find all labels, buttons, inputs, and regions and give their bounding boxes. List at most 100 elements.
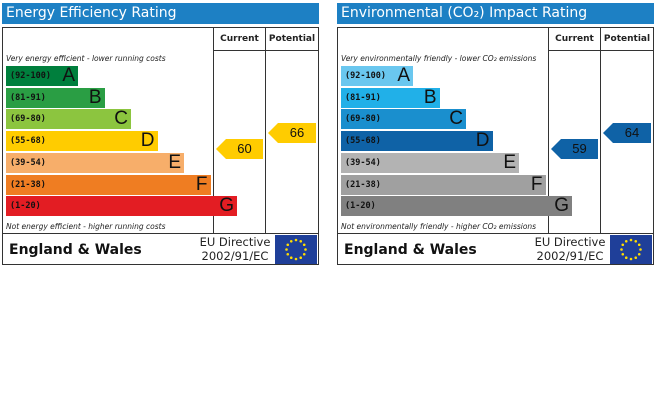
band-g: (1-20) G <box>6 195 237 217</box>
bottom-note: Not environmentally friendly - higher CO… <box>341 222 537 231</box>
band-b: (81-91) B <box>341 86 440 108</box>
column-header-current: Current <box>555 34 594 44</box>
eu-flag-icon <box>275 235 317 264</box>
band-a: (92-100) A <box>6 66 78 86</box>
potential-rating-arrow <box>603 123 651 144</box>
bottom-note: Not energy efficient - higher running co… <box>6 222 166 231</box>
band-range: (39-54) <box>345 157 381 168</box>
band-range: (21-38) <box>345 179 381 190</box>
band-range: (69-80) <box>10 114 46 125</box>
band-letter: B <box>423 86 437 108</box>
panel-title: Environmental (CO₂) Impact Rating <box>337 3 654 24</box>
current-rating-value: 59 <box>572 141 587 157</box>
current-rating-arrow-shape <box>216 139 263 160</box>
environmental-impact-panel: Environmental (CO₂) Impact Rating Curren… <box>337 3 654 265</box>
flag-star <box>299 239 303 243</box>
column-header-potential: Potential <box>603 34 651 44</box>
band-range: (69-80) <box>345 114 381 125</box>
divider <box>600 28 601 233</box>
band-letter: A <box>62 65 75 86</box>
divider <box>265 28 266 233</box>
band-range: (39-54) <box>10 157 46 168</box>
band-d: (55-68) D <box>6 130 158 152</box>
current-rating-arrow <box>216 139 263 160</box>
divider <box>548 50 653 51</box>
flag-star <box>286 252 290 256</box>
band-range: (1-20) <box>345 201 376 212</box>
potential-rating-arrow <box>268 123 316 144</box>
eu-directive: EU Directive 2002/91/EC <box>534 235 606 263</box>
band-range: (92-100) <box>10 71 51 81</box>
band-letter: B <box>88 86 102 108</box>
footer-region: England & Wales <box>9 242 142 258</box>
flag-star <box>629 238 633 242</box>
flag-star <box>302 252 306 256</box>
band-letter: C <box>114 108 128 130</box>
flag-star <box>637 243 641 247</box>
potential-rating-arrow-shape <box>268 123 316 144</box>
energy-efficiency-panel: Energy Efficiency Rating Current Potenti… <box>2 3 319 265</box>
band-letter: G <box>219 195 234 217</box>
eu-directive-line2: 2002/91/EC <box>536 249 604 263</box>
potential-rating-value: 64 <box>624 125 640 141</box>
eu-directive-line1: EU Directive <box>534 235 606 249</box>
band-e: (39-54) E <box>6 151 184 173</box>
current-rating-arrow-shape <box>551 139 598 160</box>
footer-region: England & Wales <box>344 242 477 258</box>
band-b: (81-91) B <box>6 86 105 108</box>
band-letter: D <box>475 130 490 152</box>
band-letter: E <box>168 151 181 173</box>
flag-star <box>299 256 303 260</box>
flag-star <box>289 239 293 243</box>
current-rating-value: 60 <box>237 141 252 157</box>
divider <box>548 28 549 233</box>
flag-star <box>286 243 290 247</box>
flag-star <box>302 243 306 247</box>
potential-rating-arrow-shape <box>603 123 651 144</box>
flag-star <box>629 257 633 261</box>
band-letter: G <box>554 195 569 217</box>
divider <box>3 233 318 234</box>
band-range: (81-91) <box>10 92 46 103</box>
current-rating-arrow <box>551 139 598 160</box>
band-letter: D <box>140 130 155 152</box>
flag-star <box>634 256 638 260</box>
band-range: (55-68) <box>10 136 46 147</box>
flag-star <box>624 239 628 243</box>
band-range: (92-100) <box>345 71 386 81</box>
flag-star <box>634 239 638 243</box>
flag-star <box>621 243 625 247</box>
flag-star <box>304 248 307 251</box>
band-e: (39-54) E <box>341 152 519 173</box>
band-range: (21-38) <box>10 179 46 190</box>
flag-star <box>624 256 628 260</box>
eu-directive-line2: 2002/91/EC <box>201 249 269 263</box>
band-range: (81-91) <box>345 92 381 103</box>
band-letter: F <box>195 173 208 195</box>
band-f: (21-38) F <box>341 173 546 195</box>
flag-star <box>294 257 298 261</box>
band-f: (21-38) F <box>6 173 211 195</box>
band-c: (69-80) C <box>6 108 131 130</box>
flag-star <box>620 248 623 251</box>
band-g: (1-20) G <box>341 195 572 217</box>
eu-directive: EU Directive 2002/91/EC <box>199 235 271 263</box>
column-header-potential: Potential <box>268 34 316 44</box>
flag-star <box>621 252 625 256</box>
top-note: Very energy efficient - lower running co… <box>6 54 166 63</box>
band-range: (55-68) <box>345 136 381 147</box>
top-note: Very environmentally friendly - lower CO… <box>341 54 537 63</box>
panel-title: Energy Efficiency Rating <box>2 3 319 24</box>
rating-frame: Current Potential Very energy efficient … <box>2 27 319 265</box>
divider <box>213 50 318 51</box>
eu-flag-icon <box>610 235 652 264</box>
flag-star <box>285 248 288 251</box>
divider <box>338 233 653 234</box>
rating-frame: Current Potential Very environmentally f… <box>337 27 654 265</box>
band-d: (55-68) D <box>341 130 493 152</box>
band-letter: C <box>449 108 463 130</box>
column-header-current: Current <box>220 34 259 44</box>
flag-star <box>639 248 642 251</box>
band-letter: F <box>530 173 543 195</box>
potential-rating-value: 66 <box>289 125 305 141</box>
